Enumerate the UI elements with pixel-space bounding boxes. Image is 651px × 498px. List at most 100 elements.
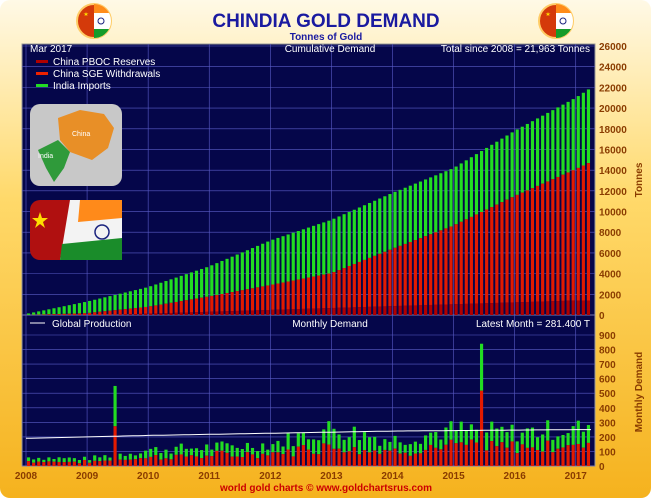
y-tick-label: 0 <box>599 462 605 473</box>
china-pboc-bar <box>189 312 194 315</box>
x-tick-label: 2016 <box>504 471 527 482</box>
china-pboc-bar <box>235 310 239 315</box>
monthly-india-bar <box>174 446 178 455</box>
monthly-india-bar <box>250 447 255 455</box>
china-sge-bar <box>576 167 580 301</box>
china-sge-bar <box>159 304 163 314</box>
monthly-china-bar <box>485 450 489 466</box>
india-bar <box>47 309 51 315</box>
monthly-china-bar <box>373 450 377 466</box>
monthly-china-bar <box>281 454 285 466</box>
svg-text:India: India <box>38 153 53 160</box>
china-pboc-bar <box>449 304 453 315</box>
india-bar <box>337 216 341 271</box>
india-bar <box>378 198 382 254</box>
china-pboc-bar <box>342 307 346 315</box>
india-bar <box>444 171 448 229</box>
china-sge-bar <box>393 247 397 307</box>
india-bar <box>210 265 214 296</box>
india-bar <box>434 175 438 233</box>
india-bar <box>418 181 423 239</box>
india-bar <box>245 250 249 290</box>
china-pboc-bar <box>515 302 519 315</box>
monthly-china-bar <box>541 451 545 466</box>
legend-label-sge: China SGE Withdrawals <box>53 69 160 80</box>
china-pboc-bar <box>138 313 143 315</box>
china-sge-bar <box>474 214 479 304</box>
monthly-india-bar <box>500 426 504 443</box>
china-pboc-bar <box>581 300 585 315</box>
monthly-india-bar <box>398 442 402 454</box>
india-bar <box>490 144 494 208</box>
monthly-china-bar <box>240 457 244 466</box>
monthly-china-bar <box>505 447 509 466</box>
china-sge-bar <box>72 313 76 315</box>
china-pboc-bar <box>525 302 529 315</box>
monthly-china-bar <box>133 459 138 466</box>
monthly-china-bar <box>429 444 433 466</box>
china-pboc-bar <box>296 309 300 315</box>
india-bar <box>271 239 275 285</box>
china-sge-bar <box>133 308 138 315</box>
y-tick-label: 14000 <box>599 166 627 177</box>
monthly-china-bar <box>388 450 392 466</box>
x-tick-label: 2008 <box>15 471 38 482</box>
china-pboc-bar <box>551 301 555 315</box>
monthly-china-bar <box>52 461 56 466</box>
china-pboc-bar <box>429 304 433 315</box>
monthly-india-bar <box>322 429 326 444</box>
monthly-china-bar <box>296 446 300 466</box>
monthly-china-bar <box>434 447 438 466</box>
top-y-ticks: 0 2000 4000 6000 8000 10000 12000 14000 16000 180… <box>599 42 627 322</box>
india-bar <box>413 183 417 241</box>
monthly-china-bar <box>179 454 183 466</box>
monthly-china-bar <box>276 452 280 466</box>
monthly-china-bar <box>306 449 311 466</box>
india-bar <box>586 89 591 164</box>
india-bar <box>556 107 560 177</box>
monthly-china-bar <box>530 447 535 466</box>
china-pboc-bar <box>240 310 244 315</box>
china-pboc-bar <box>408 305 412 315</box>
monthly-china-bar <box>576 443 580 466</box>
monthly-india-bar <box>576 420 580 444</box>
legend-swatch-pboc <box>36 60 48 63</box>
monthly-china-bar <box>62 462 66 466</box>
monthly-india-bar <box>133 455 138 460</box>
y-tick-label: 4000 <box>599 270 622 281</box>
china-sge-bar <box>434 232 438 305</box>
india-bar <box>373 200 377 256</box>
china-sge-bar <box>240 290 244 311</box>
india-bar <box>459 163 463 222</box>
india-bar <box>322 222 326 275</box>
monthly-india-bar <box>362 432 367 451</box>
china-sge-bar <box>296 279 300 310</box>
china-sge-bar <box>541 183 545 302</box>
monthly-india-bar <box>210 449 214 457</box>
monthly-china-bar <box>383 449 387 466</box>
monthly-india-bar <box>418 443 423 454</box>
monthly-china-bar <box>581 447 585 466</box>
india-bar <box>291 232 295 281</box>
china-sge-bar <box>113 310 117 315</box>
monthly-china-bar <box>159 459 163 466</box>
china-sge-bar <box>144 306 148 314</box>
india-bar <box>566 101 570 173</box>
monthly-china-bar <box>138 458 143 466</box>
china-sge-bar <box>459 221 463 305</box>
monthly-china-bar <box>347 451 351 466</box>
india-bar <box>230 256 234 293</box>
x-tick-label: 2012 <box>259 471 282 482</box>
bottom-y-axis-label: Monthly Demand <box>634 352 645 433</box>
monthly-india-bar <box>72 458 76 462</box>
monthly-india-bar <box>98 457 102 462</box>
monthly-china-bar <box>261 453 265 466</box>
monthly-india-bar <box>525 428 529 448</box>
india-bar <box>82 302 87 314</box>
china-sge-bar <box>164 303 168 314</box>
monthly-india-bar <box>128 453 132 460</box>
china-sge-bar <box>525 190 529 303</box>
china-sge-bar <box>225 293 229 312</box>
chart-title: CHINDIA GOLD DEMAND <box>212 11 439 32</box>
india-bar <box>215 263 219 295</box>
